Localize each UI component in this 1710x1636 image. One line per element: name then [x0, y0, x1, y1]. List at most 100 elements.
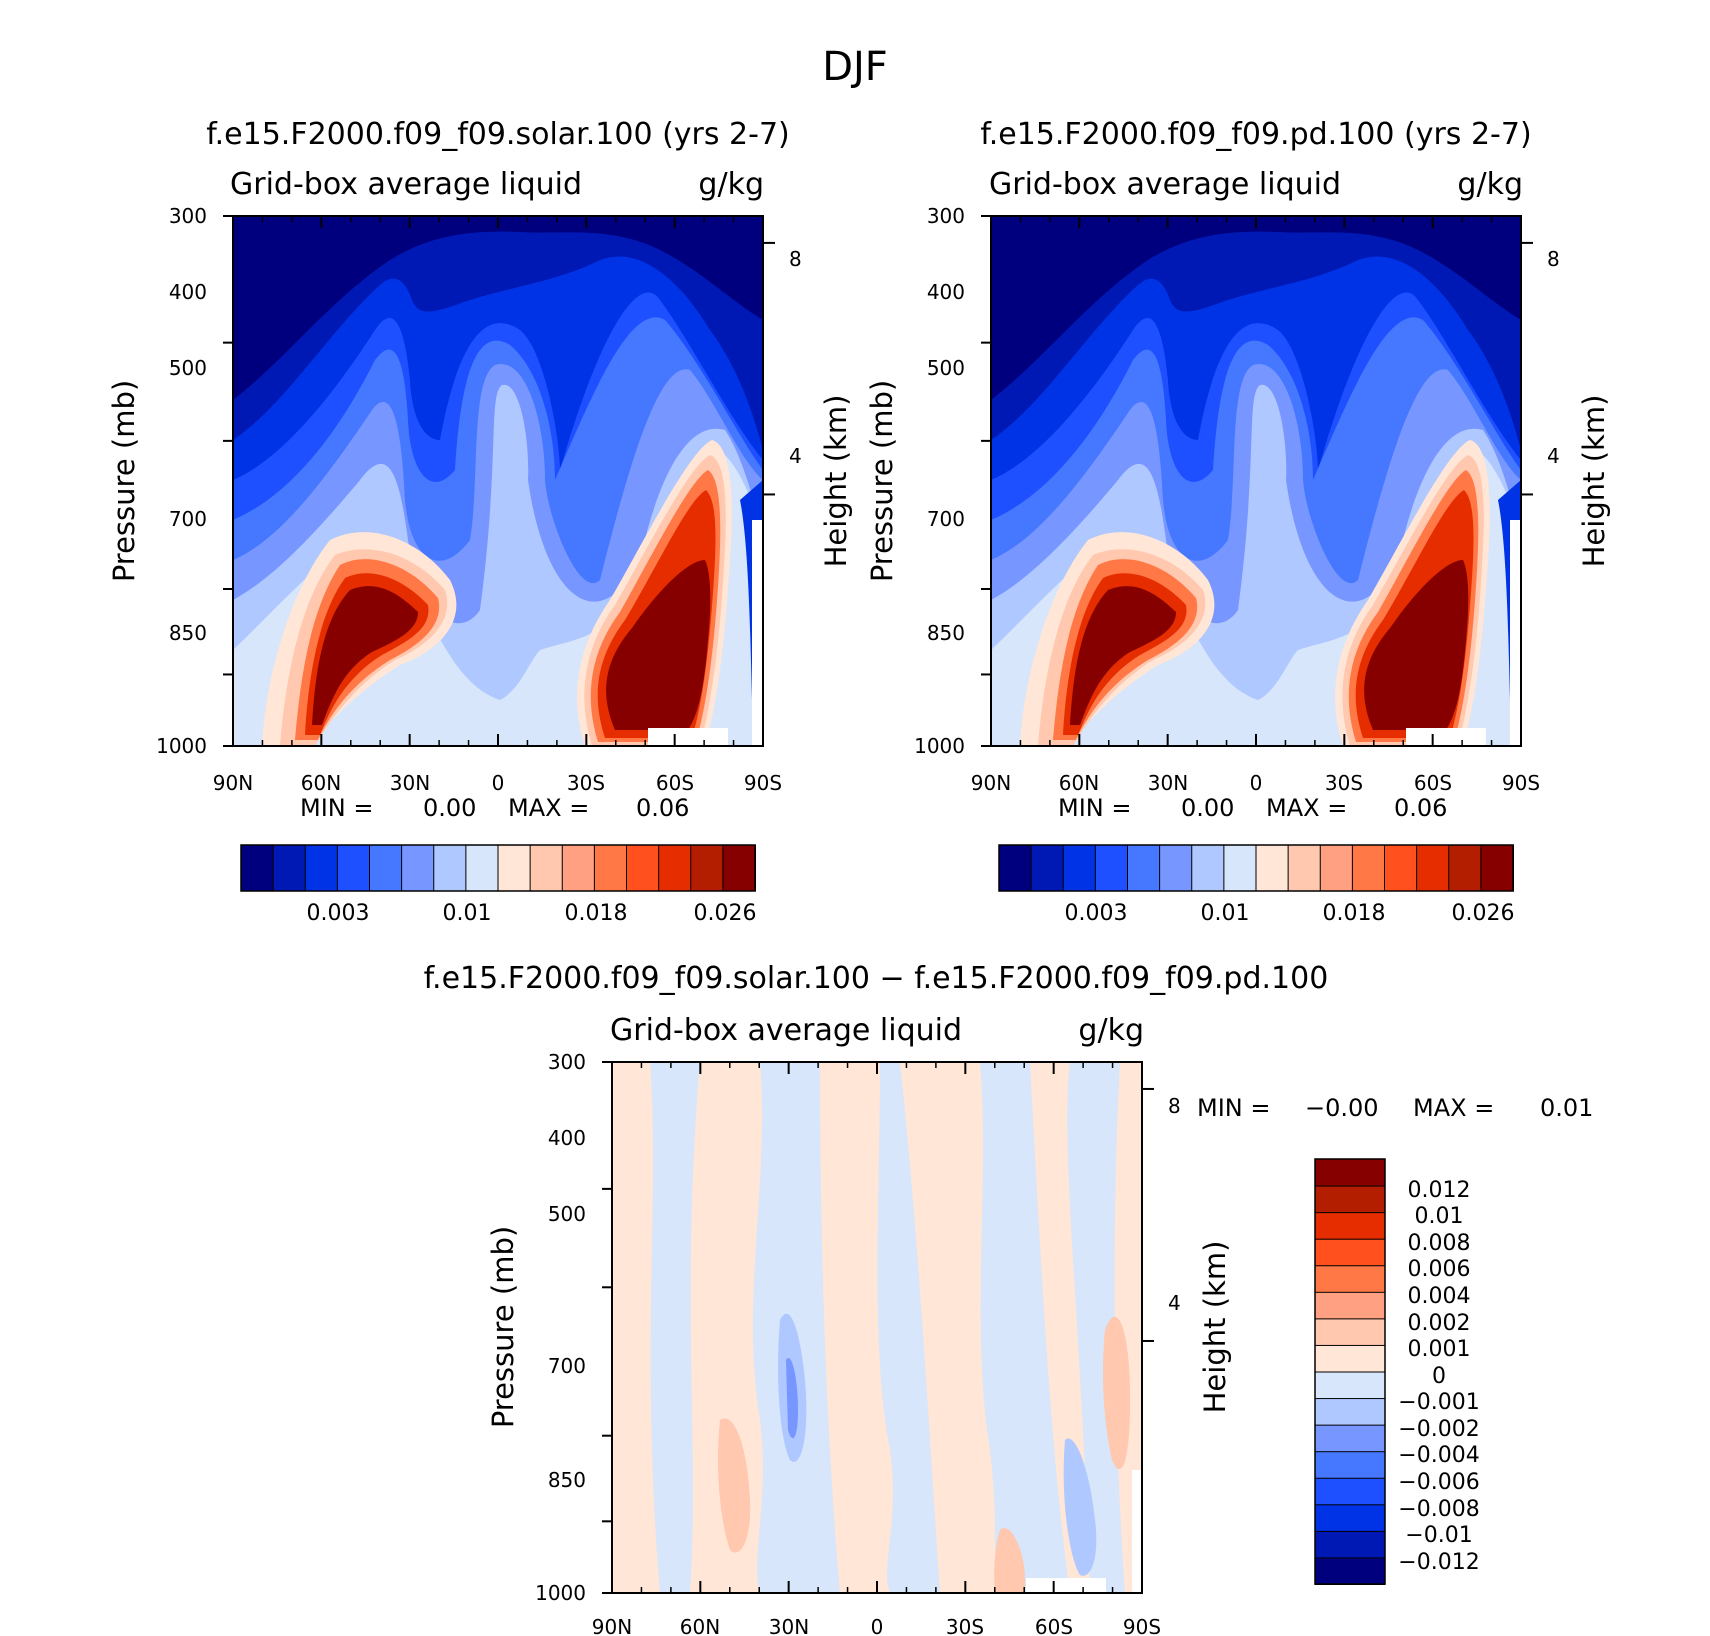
panel-subtitle-right: g/kg — [1078, 1013, 1144, 1048]
band-20 — [752, 520, 763, 746]
min-label: MIN = — [1197, 1094, 1270, 1122]
x-tick-label: 0 — [1250, 771, 1263, 795]
colorbar-label: 0.012 — [1408, 1178, 1471, 1203]
colorbar-swatch — [401, 844, 435, 892]
x-tick-label: 60N — [680, 1615, 720, 1636]
colorbar-label: 0.018 — [1323, 901, 1386, 926]
x-tick-label: 90N — [592, 1615, 632, 1636]
colorbar-swatch — [1314, 1556, 1386, 1585]
colorbar-swatch — [1223, 844, 1257, 892]
colorbar-swatch — [1314, 1397, 1386, 1426]
colorbar-swatch — [1314, 1371, 1386, 1400]
colorbar-label: 0.01 — [1201, 901, 1250, 926]
colorbar-swatch — [1314, 1317, 1386, 1346]
band-3 — [820, 1062, 893, 1593]
band-15 — [1132, 1470, 1142, 1593]
colorbar-swatch — [1351, 844, 1386, 892]
y-axis-label: Pressure (mb) — [107, 380, 141, 582]
colorbar-swatch — [1314, 1238, 1386, 1267]
colorbar-swatch — [1287, 844, 1322, 892]
y-tick-label: 500 — [927, 356, 965, 380]
y-tick-label: 400 — [548, 1126, 586, 1150]
y2-tick-label: 4 — [1168, 1291, 1181, 1315]
x-tick-label: 90N — [971, 771, 1011, 795]
x-tick-label: 90S — [744, 771, 782, 795]
panel-solar: f.e15.F2000.f09_f09.solar.100 (yrs 2-7) … — [107, 117, 853, 926]
panel-difference: f.e15.F2000.f09_f09.solar.100 − f.e15.F2… — [424, 961, 1594, 1636]
band-8 — [786, 1358, 798, 1439]
colorbar-label: 0.026 — [1452, 901, 1515, 926]
colorbar-label: 0.003 — [1065, 901, 1128, 926]
colorbar-label: −0.012 — [1398, 1550, 1479, 1575]
band-12 — [312, 586, 418, 725]
colorbar-swatch — [1314, 1450, 1386, 1479]
colorbar-swatch — [1314, 1477, 1386, 1506]
min-label: MIN = — [300, 794, 373, 822]
colorbar-label: −0.008 — [1398, 1497, 1479, 1522]
band-17 — [1364, 560, 1469, 730]
y2-tick-label: 4 — [789, 444, 802, 468]
panel-title: f.e15.F2000.f09_f09.solar.100 (yrs 2-7) — [206, 117, 790, 152]
colorbar-swatch — [1314, 1424, 1386, 1453]
y-tick-label: 300 — [548, 1050, 586, 1074]
x-tick-label: 30N — [769, 1615, 809, 1636]
y-tick-label: 850 — [927, 621, 965, 645]
colorbar-swatch — [1127, 844, 1161, 892]
x-tick-label: 90N — [213, 771, 253, 795]
colorbar-swatch — [240, 844, 275, 892]
band-10 — [718, 1418, 751, 1553]
colorbar-label: 0.008 — [1408, 1231, 1471, 1256]
max-value: 0.06 — [1394, 794, 1447, 822]
colorbar-swatch — [1255, 844, 1290, 892]
colorbar-swatch — [561, 844, 596, 892]
colorbar-swatch — [998, 844, 1033, 892]
colorbar-swatch — [1384, 844, 1418, 892]
axes: 90N 60N 30N 0 30S 60S 90S 300 400 500 70… — [865, 204, 1611, 795]
colorbar-swatch — [1319, 844, 1354, 892]
colorbar-swatch — [304, 844, 339, 892]
x-tick-label: 60S — [1035, 1615, 1073, 1636]
y-tick-label: 1000 — [535, 1581, 586, 1605]
colorbar-swatch — [658, 844, 692, 892]
band-20 — [1510, 520, 1521, 746]
colorbar-swatch — [1030, 844, 1065, 892]
colorbar-label: −0.01 — [1405, 1523, 1472, 1548]
colorbar-swatch — [1314, 1211, 1386, 1240]
colorbar-label: 0.002 — [1408, 1311, 1471, 1336]
y-tick-label: 850 — [548, 1468, 586, 1492]
band-12 — [1070, 586, 1176, 725]
x-tick-label: 60N — [301, 771, 341, 795]
band-4 — [900, 1062, 1000, 1593]
colorbar-swatch — [433, 844, 467, 892]
colorbar-label: −0.001 — [1398, 1390, 1479, 1415]
band-1 — [612, 1062, 660, 1593]
panel-subtitle-left: Grid-box average liquid — [230, 167, 582, 202]
colorbar — [1314, 1158, 1386, 1585]
band-11 — [994, 1528, 1025, 1593]
colorbar-swatch — [722, 844, 756, 892]
x-tick-label: 60N — [1059, 771, 1099, 795]
colorbar-label: −0.004 — [1398, 1443, 1479, 1468]
colorbar-frame — [998, 844, 1514, 892]
band-17 — [606, 560, 711, 730]
colorbar-label: 0.01 — [1415, 1204, 1464, 1229]
colorbar-swatch — [1314, 1530, 1386, 1559]
y-tick-label: 700 — [169, 507, 207, 531]
y-tick-label: 500 — [548, 1202, 586, 1226]
x-tick-label: 0 — [492, 771, 505, 795]
axes: 90N 60N 30N 0 30S 60S 90S 300 400 500 70… — [107, 204, 853, 795]
colorbar-label: 0.018 — [565, 901, 628, 926]
panel-subtitle-left: Grid-box average liquid — [989, 167, 1341, 202]
panel-title: f.e15.F2000.f09_f09.solar.100 − f.e15.F2… — [424, 961, 1329, 996]
max-value: 0.06 — [636, 794, 689, 822]
y-tick-label: 300 — [927, 204, 965, 228]
y2-tick-label: 8 — [1547, 247, 1560, 271]
y-tick-label: 1000 — [914, 734, 965, 758]
colorbar — [998, 844, 1514, 892]
band-12 — [1102, 1316, 1130, 1470]
plot-area — [232, 215, 764, 747]
max-value: 0.01 — [1540, 1094, 1593, 1122]
colorbar-swatch — [626, 844, 660, 892]
colorbar-label: −0.006 — [1398, 1470, 1479, 1495]
colorbar-label: 0.006 — [1408, 1257, 1471, 1282]
